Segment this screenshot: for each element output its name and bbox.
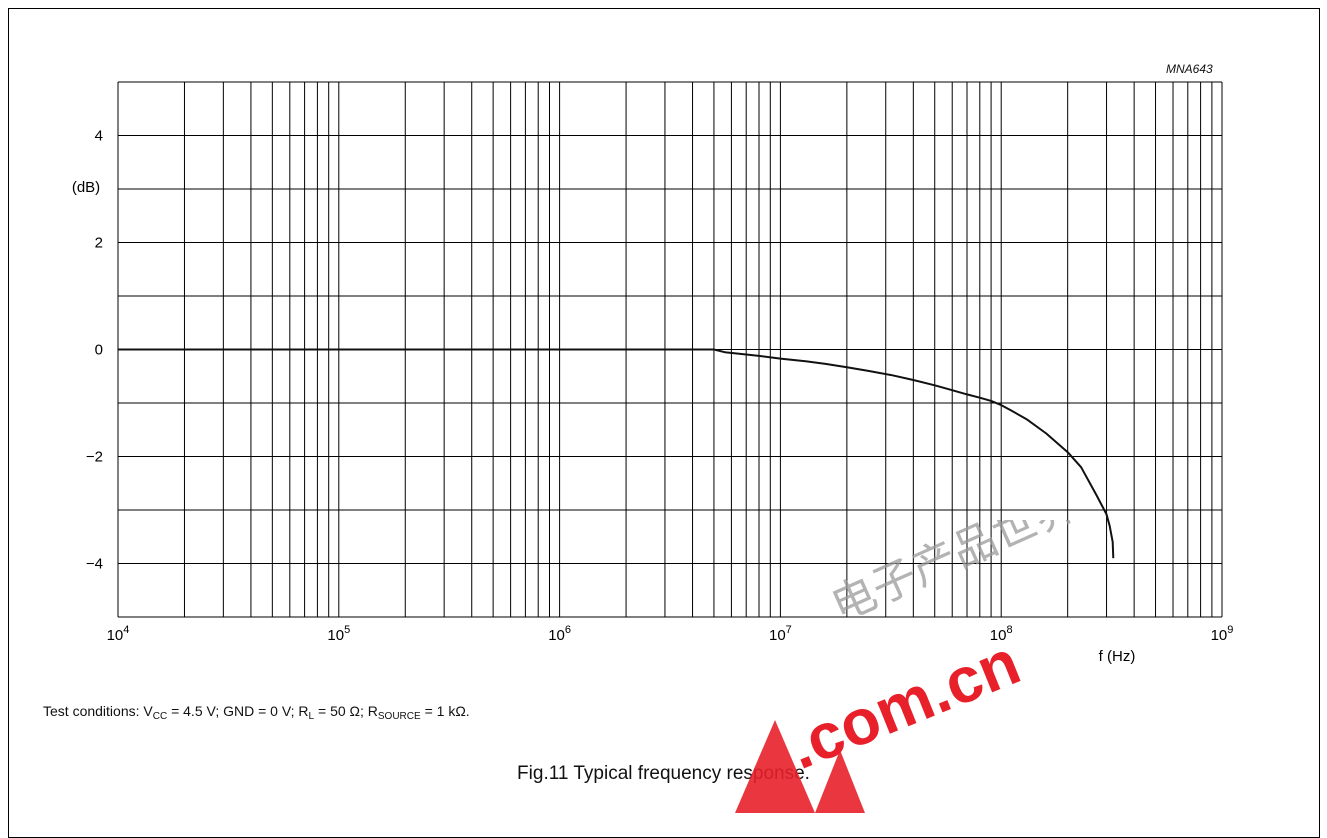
- y-tick-label: 4: [95, 128, 103, 145]
- tc-vcc-val: = 4.5 V; GND = 0 V; R: [167, 703, 309, 719]
- x-tick-label: 109: [1211, 624, 1234, 644]
- frequency-response-chart: 4 2 0 −2 −4 104 105 106 107 108 109 (dB) f (Hz): [72, 81, 1234, 665]
- y-tick-label: 2: [95, 235, 103, 252]
- tc-vcc-sub: CC: [152, 711, 168, 722]
- x-tick-label: 105: [327, 624, 350, 644]
- y-tick-label: 0: [95, 342, 103, 359]
- chart-tick-labels: 4 2 0 −2 −4 104 105 106 107 108 109: [86, 128, 1234, 645]
- x-tick-label: 106: [548, 624, 571, 644]
- tc-rl-val: = 50 Ω; R: [314, 703, 378, 719]
- y-axis-label: (dB): [72, 179, 100, 196]
- tc-rs-sub: SOURCE: [377, 711, 421, 722]
- figure-reference-code: MNA643: [1166, 62, 1213, 76]
- x-tick-label: 104: [107, 624, 130, 644]
- chart-series: [118, 348, 1115, 559]
- tc-rl-sub: L: [308, 711, 315, 722]
- test-conditions: Test conditions: VCC = 4.5 V; GND = 0 V;…: [43, 703, 470, 722]
- figure-caption: Fig.11 Typical frequency response.: [517, 763, 810, 784]
- y-tick-label: −4: [86, 556, 103, 573]
- tc-rs-val: = 1 kΩ.: [420, 703, 470, 719]
- tc-prefix: Test conditions: V: [43, 703, 153, 719]
- x-tick-label: 108: [990, 624, 1013, 644]
- y-tick-label: −2: [86, 449, 103, 466]
- series-line: [118, 348, 1115, 559]
- x-axis-label: f (Hz): [1099, 648, 1136, 665]
- x-tick-label: 107: [769, 624, 792, 644]
